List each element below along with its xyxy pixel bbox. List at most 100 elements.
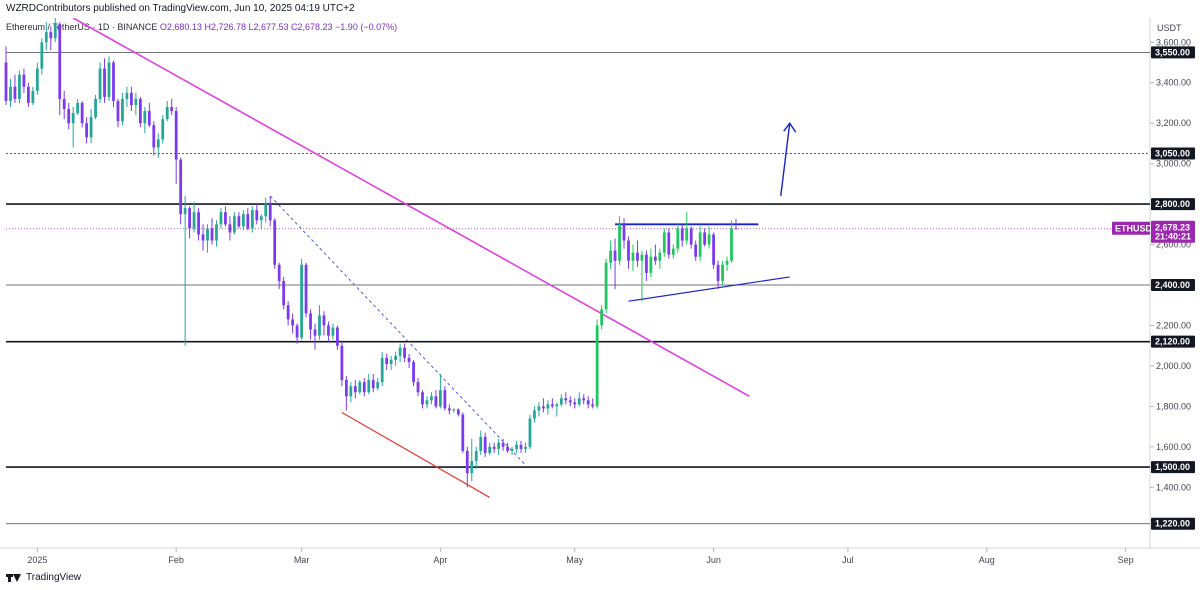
candle-body bbox=[456, 409, 460, 415]
candle-body bbox=[259, 216, 263, 221]
candle-body bbox=[358, 382, 362, 393]
candle-body bbox=[721, 264, 724, 281]
candle-body bbox=[533, 410, 536, 419]
candle-body bbox=[604, 262, 608, 310]
candle-body bbox=[398, 347, 402, 356]
candle-body bbox=[121, 98, 124, 122]
candle-body bbox=[304, 264, 308, 314]
level-badge bbox=[1151, 461, 1195, 474]
currency-label: USDT bbox=[1157, 23, 1182, 33]
price-tick-label: 2,600.00 bbox=[1156, 240, 1191, 250]
candle-body bbox=[215, 224, 218, 241]
trendline-dotted-decline bbox=[269, 195, 526, 466]
candle-body bbox=[219, 212, 223, 225]
candle-body bbox=[497, 442, 501, 449]
candle-body bbox=[600, 309, 604, 326]
candle-body bbox=[44, 32, 48, 43]
candle-body bbox=[506, 446, 509, 451]
candle-body bbox=[407, 357, 411, 362]
symbol-badge bbox=[1112, 221, 1150, 235]
candle-body bbox=[622, 224, 626, 241]
price-tick-label: 3,000.00 bbox=[1156, 159, 1191, 169]
candle-body bbox=[613, 250, 617, 261]
time-tick-label: Jul bbox=[842, 555, 854, 565]
price-axis[interactable]: 1,400.00 1,600.00 1,800.00 2,000.00 2,200.00… bbox=[1112, 37, 1195, 530]
candle-body bbox=[465, 450, 469, 474]
candle-body bbox=[134, 98, 138, 105]
candle-body bbox=[277, 264, 281, 281]
candle-body bbox=[542, 406, 545, 409]
candle-body bbox=[380, 357, 384, 383]
candle-body bbox=[9, 86, 12, 101]
candle-body bbox=[492, 446, 496, 449]
candle-body bbox=[237, 216, 241, 227]
candle-body bbox=[71, 113, 75, 124]
candle-body bbox=[716, 264, 720, 281]
candle-body bbox=[201, 234, 205, 241]
candle-body bbox=[228, 224, 232, 233]
candle-body bbox=[577, 398, 581, 405]
candle-body bbox=[452, 409, 456, 411]
candle-body bbox=[640, 254, 644, 261]
candle-body bbox=[344, 380, 348, 397]
candle-body bbox=[730, 228, 733, 261]
price-tick-label: 3,400.00 bbox=[1156, 78, 1191, 88]
candle-body bbox=[107, 62, 111, 97]
candle-body bbox=[116, 100, 120, 122]
candle-body bbox=[416, 382, 420, 393]
candle-body bbox=[403, 347, 406, 358]
candle-body bbox=[653, 256, 657, 261]
candle-body bbox=[385, 357, 389, 364]
level-badge-label: 1,220.00 bbox=[1155, 519, 1190, 529]
candle-body bbox=[689, 228, 693, 245]
candle-body bbox=[103, 68, 106, 97]
current-price-label: 2,678.23 bbox=[1155, 223, 1190, 233]
candle-body bbox=[318, 315, 321, 336]
ohlc-values: O2,680.13 H2,726.78 L2,677.53 C2,678.23 … bbox=[159, 22, 398, 32]
candle-body bbox=[394, 355, 398, 360]
candle-body bbox=[519, 444, 523, 449]
candle-body bbox=[367, 380, 371, 393]
candle-body bbox=[371, 380, 375, 389]
candle-body bbox=[246, 214, 250, 229]
trendline-falling-support bbox=[341, 411, 490, 498]
candle-body bbox=[183, 208, 187, 215]
candle-body bbox=[80, 102, 84, 124]
level-badge bbox=[1151, 517, 1195, 530]
candle-body bbox=[430, 396, 433, 401]
tradingview-footer: TradingView bbox=[6, 572, 81, 583]
candle-body bbox=[439, 390, 442, 407]
candle-body bbox=[174, 111, 178, 160]
candle-body bbox=[528, 418, 532, 447]
candle-body bbox=[582, 398, 586, 401]
candle-body bbox=[179, 159, 183, 215]
candle-body bbox=[331, 327, 335, 336]
candle-body bbox=[550, 404, 554, 407]
candle-body bbox=[725, 260, 729, 265]
candle-body bbox=[336, 327, 339, 346]
candle-body bbox=[67, 109, 71, 124]
candle-body bbox=[658, 252, 662, 261]
time-tick-label: Apr bbox=[433, 555, 447, 565]
publisher-bar: WZRDContributors published on TradingVie… bbox=[0, 0, 1200, 18]
candle-body bbox=[461, 414, 465, 451]
candle-body bbox=[156, 139, 160, 148]
price-chart[interactable]: 1,400.00 1,600.00 1,800.00 2,000.00 2,200.00… bbox=[0, 18, 1200, 568]
price-tick-label: 3,600.00 bbox=[1156, 37, 1191, 47]
target-arrow-head bbox=[783, 121, 797, 133]
candle-body bbox=[300, 264, 303, 338]
candle-body bbox=[546, 404, 550, 409]
time-tick-label: 2025 bbox=[27, 555, 47, 565]
symbol-name[interactable]: Ethereum / TetherUS · 1D · BINANCE bbox=[6, 22, 158, 32]
candle-body bbox=[138, 98, 142, 124]
time-axis[interactable]: 2025 Feb Mar Apr May Jun Jul Aug Sep bbox=[27, 548, 1134, 565]
candle-body bbox=[224, 212, 227, 225]
candle-body bbox=[268, 204, 272, 221]
candle-body bbox=[291, 319, 295, 326]
candle-body bbox=[537, 406, 541, 411]
candle-body bbox=[125, 92, 129, 99]
candle-body bbox=[680, 228, 684, 241]
time-tick-label: Sep bbox=[1118, 555, 1134, 565]
candle-body bbox=[255, 210, 259, 221]
candle-body bbox=[434, 396, 438, 407]
